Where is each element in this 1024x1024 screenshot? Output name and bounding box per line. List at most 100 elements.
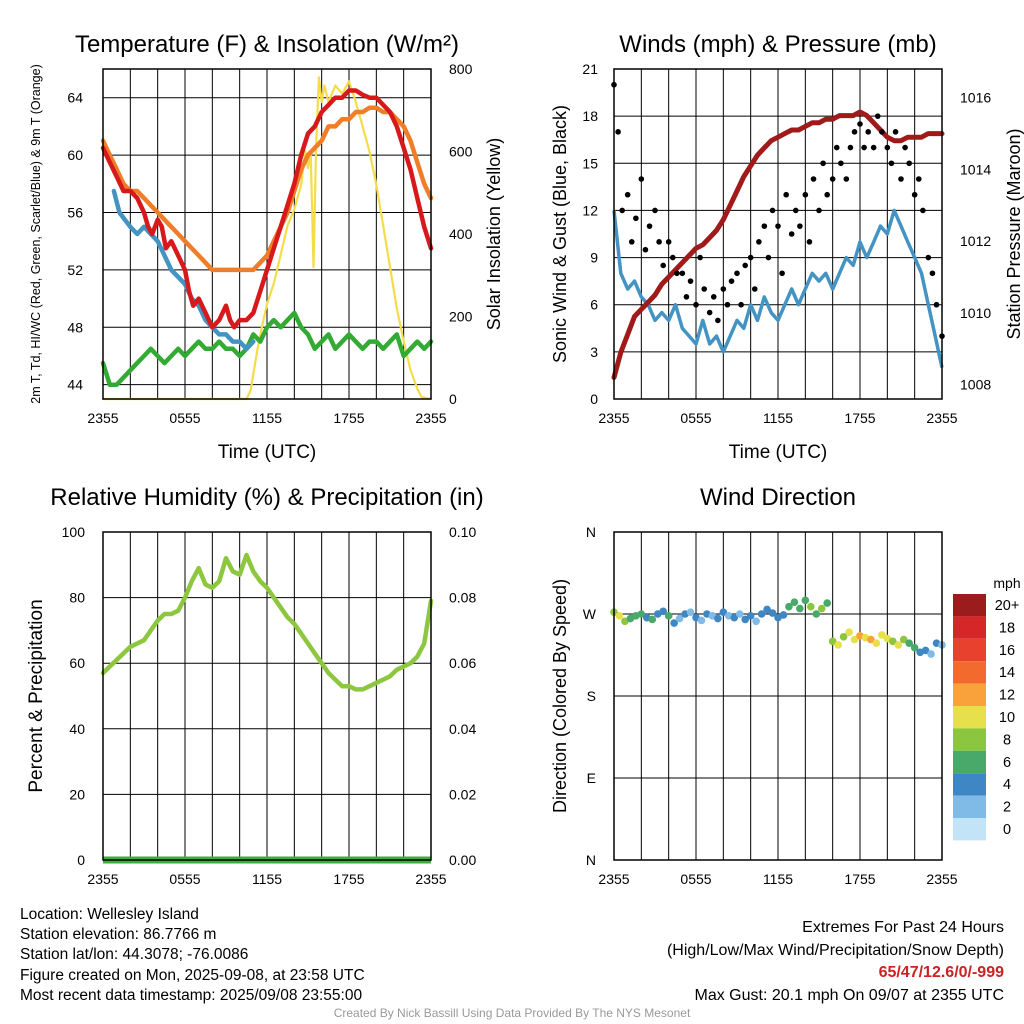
gust-point bbox=[857, 121, 863, 127]
direction-point bbox=[889, 637, 897, 646]
gust-point bbox=[624, 191, 631, 198]
gust-point bbox=[742, 262, 748, 269]
gust-point bbox=[884, 144, 891, 151]
series-line-relative-humidity bbox=[100, 552, 434, 692]
gust-point bbox=[915, 176, 922, 182]
gust-point bbox=[802, 191, 809, 198]
right-y-tick-label: 0.10 bbox=[449, 524, 476, 540]
series-line-solar-insolation bbox=[101, 76, 433, 401]
gust-point bbox=[898, 176, 904, 182]
left-y-tick-label: 15 bbox=[582, 155, 598, 171]
direction-point bbox=[735, 610, 744, 618]
left-y-tick-label: 0 bbox=[77, 852, 85, 868]
direction-plot-frame bbox=[613, 531, 943, 861]
direction-point bbox=[670, 619, 678, 627]
gust-point bbox=[816, 207, 822, 214]
gust-point bbox=[728, 278, 735, 284]
colorbar-label: 18 bbox=[999, 620, 1015, 636]
gust-point bbox=[715, 317, 721, 324]
direction-tick-label: S bbox=[587, 688, 596, 704]
gust-point bbox=[747, 254, 754, 261]
direction-tick-label: N bbox=[586, 524, 596, 540]
x-tick-label: 1755 bbox=[333, 410, 364, 426]
gust-point bbox=[656, 239, 662, 245]
x-tick-label: 1155 bbox=[763, 410, 793, 426]
x-tick-label: 2355 bbox=[415, 871, 446, 887]
colorbar-swatch bbox=[953, 616, 986, 639]
colorbar-swatch bbox=[953, 638, 986, 662]
direction-point bbox=[878, 631, 886, 639]
colorbar-swatch bbox=[953, 818, 986, 841]
colorbar-label: 4 bbox=[1003, 777, 1011, 793]
x-tick-label: 0555 bbox=[680, 871, 711, 887]
direction-point bbox=[790, 598, 799, 606]
x-tick-label: 1755 bbox=[333, 871, 364, 887]
humidity-plot-frame bbox=[102, 531, 432, 861]
right-y-tick-label: 0.06 bbox=[449, 655, 476, 671]
direction-point bbox=[785, 602, 793, 611]
direction-point bbox=[757, 610, 766, 618]
colorbar-swatch bbox=[953, 773, 986, 796]
direction-gridlines bbox=[614, 532, 942, 860]
left-y-tick-label: 18 bbox=[582, 108, 598, 124]
credit-line: Created By Nick Bassill Using Data Provi… bbox=[333, 1006, 691, 1020]
right-y-tick-label: 200 bbox=[449, 309, 473, 325]
direction-point bbox=[675, 614, 684, 623]
gust-point bbox=[851, 129, 858, 135]
direction-point bbox=[763, 605, 771, 614]
colorbar-title: mph bbox=[993, 575, 1020, 591]
gust-point bbox=[902, 144, 908, 151]
left-y-tick-label: 20 bbox=[69, 786, 85, 802]
gust-point bbox=[665, 239, 672, 245]
colorbar-swatch bbox=[953, 750, 986, 774]
gust-point bbox=[683, 294, 690, 300]
gust-point bbox=[888, 160, 895, 167]
left-y-tick-label: 9 bbox=[590, 250, 598, 266]
direction-point bbox=[899, 635, 908, 644]
direction-point bbox=[637, 610, 646, 618]
gust-point bbox=[761, 223, 768, 229]
direction-point bbox=[801, 596, 810, 605]
max-gust: Max Gust: 20.1 mph On 09/07 at 2355 UTC bbox=[694, 986, 1005, 1004]
gust-point bbox=[879, 129, 885, 135]
direction-point bbox=[807, 602, 815, 611]
gust-point bbox=[806, 239, 813, 245]
gust-point bbox=[870, 144, 877, 151]
left-y-tick-label: 64 bbox=[67, 90, 83, 106]
gust-point bbox=[925, 254, 932, 261]
gust-point bbox=[933, 301, 940, 308]
figure-created: Figure created on Mon, 2025-09-08, at 23… bbox=[20, 966, 365, 984]
left-y-tick-label: 60 bbox=[67, 147, 83, 163]
colorbar-swatch bbox=[953, 661, 986, 684]
right-y-tick-label: 0.00 bbox=[449, 852, 476, 868]
direction-point bbox=[910, 643, 919, 652]
x-tick-label: 2355 bbox=[415, 410, 446, 426]
wind-pressure-panel: Winds (mph) & Pressure (mb) 2355 0555 1155… bbox=[550, 31, 1024, 463]
gust-point bbox=[833, 144, 840, 151]
gust-point bbox=[792, 207, 799, 214]
direction-point bbox=[796, 604, 804, 613]
gust-point bbox=[646, 223, 653, 229]
x-tick-label: 1155 bbox=[252, 410, 282, 426]
x-tick-label: 2355 bbox=[87, 410, 118, 426]
direction-point bbox=[839, 632, 848, 641]
left-y-tick-label: 12 bbox=[582, 202, 598, 218]
temperature-panel-title: Temperature (F) & Insolation (W/m²) bbox=[75, 31, 459, 58]
direction-point bbox=[834, 641, 842, 649]
direction-tick-label: N bbox=[586, 852, 596, 868]
gust-point bbox=[829, 176, 836, 182]
direction-points bbox=[610, 596, 946, 658]
humidity-precip-panel: Relative Humidity (%) & Precipitation (i… bbox=[26, 484, 484, 887]
gust-point bbox=[706, 309, 713, 316]
direction-y-axis-label: Direction (Colored By Speed) bbox=[550, 579, 570, 813]
x-tick-label: 2355 bbox=[598, 410, 629, 426]
gust-point bbox=[687, 278, 694, 284]
temperature-left-y-axis-label: 2m T, Td, HI/WC (Red, Green, Scarlet/Blu… bbox=[29, 64, 43, 403]
left-y-tick-label: 52 bbox=[67, 262, 83, 278]
x-tick-label: 1155 bbox=[252, 871, 282, 887]
direction-point bbox=[648, 615, 657, 624]
gust-point bbox=[769, 207, 776, 214]
